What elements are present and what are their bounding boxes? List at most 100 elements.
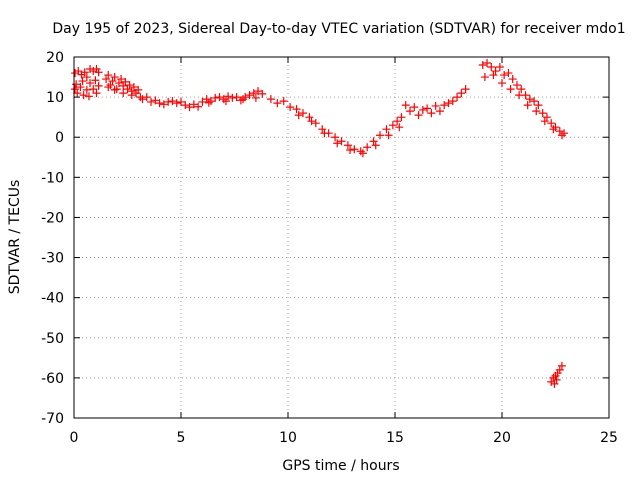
y-tick-label: -40 bbox=[41, 291, 64, 307]
data-point-marker bbox=[504, 69, 513, 78]
data-point-marker bbox=[104, 71, 113, 80]
y-tick-label: -60 bbox=[41, 371, 64, 387]
data-point-marker bbox=[76, 83, 85, 92]
data-point-marker bbox=[168, 97, 177, 106]
data-point-marker bbox=[483, 59, 492, 68]
data-point-marker bbox=[444, 99, 453, 108]
data-point-marker bbox=[94, 81, 103, 90]
data-point-marker bbox=[457, 89, 466, 98]
data-point-marker bbox=[215, 93, 224, 102]
data-point-marker bbox=[119, 81, 128, 90]
data-point-marker bbox=[164, 97, 173, 106]
y-tick-label: 10 bbox=[46, 90, 64, 106]
data-point-marker bbox=[82, 85, 91, 94]
data-point-marker bbox=[147, 97, 156, 106]
x-tick-label: 20 bbox=[493, 430, 511, 446]
data-point-marker bbox=[557, 131, 566, 140]
data-point-marker bbox=[108, 77, 117, 86]
data-point-marker bbox=[523, 101, 532, 110]
data-point-marker bbox=[286, 103, 295, 112]
data-point-marker bbox=[298, 109, 307, 118]
data-point-marker bbox=[530, 97, 539, 106]
y-tick-label: -50 bbox=[41, 331, 64, 347]
data-point-marker bbox=[91, 76, 100, 85]
data-point-marker bbox=[84, 92, 93, 101]
data-point-marker bbox=[251, 93, 260, 102]
data-point-marker bbox=[495, 63, 504, 72]
data-point-marker bbox=[542, 113, 551, 122]
data-point-marker bbox=[125, 81, 134, 90]
data-point-marker bbox=[532, 107, 541, 116]
data-point-marker bbox=[159, 100, 168, 109]
y-axis-label: SDTVAR / TECUs bbox=[7, 180, 23, 295]
data-point-marker bbox=[491, 67, 500, 76]
data-point-marker bbox=[189, 100, 198, 109]
data-point-marker bbox=[506, 85, 515, 94]
data-point-marker bbox=[369, 137, 378, 146]
data-point-marker bbox=[453, 93, 462, 102]
data-point-marker bbox=[80, 68, 89, 77]
x-tick-label: 25 bbox=[600, 430, 618, 446]
data-point-marker bbox=[555, 127, 564, 136]
data-point-marker bbox=[461, 85, 470, 94]
data-point-marker bbox=[114, 79, 123, 88]
data-point-marker bbox=[350, 145, 359, 154]
data-point-marker bbox=[549, 125, 558, 134]
data-point-marker bbox=[388, 121, 397, 130]
data-point-marker bbox=[89, 85, 98, 94]
data-point-marker bbox=[487, 63, 496, 72]
grid-layer bbox=[74, 57, 609, 418]
data-point-marker bbox=[254, 87, 263, 96]
data-point-marker bbox=[346, 146, 355, 155]
data-point-marker bbox=[155, 99, 164, 108]
data-point-marker bbox=[333, 139, 342, 148]
ticks-layer: 0 5 10 15 20 25 20 10 0 -10 -20 -30 -40 -50 -60 -70 bbox=[41, 50, 618, 446]
x-axis-label: GPS time / hours bbox=[282, 458, 399, 474]
data-point-marker bbox=[318, 125, 327, 134]
points-layer bbox=[71, 59, 569, 388]
data-point-marker bbox=[138, 95, 147, 104]
data-point-marker bbox=[498, 79, 506, 88]
data-point-marker bbox=[525, 95, 534, 104]
data-point-marker bbox=[512, 81, 521, 90]
x-tick-label: 15 bbox=[386, 430, 404, 446]
data-point-marker bbox=[307, 117, 316, 126]
data-point-marker bbox=[305, 113, 314, 122]
data-point-marker bbox=[185, 103, 194, 112]
data-point-marker bbox=[534, 101, 543, 110]
data-point-marker bbox=[102, 75, 111, 84]
data-point-marker bbox=[82, 73, 91, 82]
data-point-marker bbox=[320, 129, 329, 138]
data-point-marker bbox=[72, 80, 81, 89]
data-point-marker bbox=[440, 101, 449, 110]
data-point-marker bbox=[508, 75, 517, 84]
data-point-marker bbox=[294, 111, 303, 120]
plot-frame bbox=[73, 56, 610, 419]
data-point-marker bbox=[142, 93, 151, 102]
data-point-marker bbox=[151, 96, 160, 105]
y-tick-label: -30 bbox=[41, 251, 64, 267]
data-point-marker bbox=[405, 107, 414, 116]
x-tick-label: 0 bbox=[70, 430, 79, 446]
data-point-marker bbox=[181, 101, 190, 110]
data-point-marker bbox=[517, 85, 526, 94]
data-point-marker bbox=[204, 98, 213, 107]
data-point-marker bbox=[397, 113, 406, 122]
data-point-marker bbox=[356, 147, 365, 156]
data-point-marker bbox=[249, 89, 258, 98]
data-point-marker bbox=[376, 131, 385, 140]
data-point-marker bbox=[500, 71, 509, 80]
data-point-marker bbox=[86, 79, 95, 88]
data-point-marker bbox=[221, 97, 230, 106]
data-point-marker bbox=[431, 101, 440, 110]
data-point-marker bbox=[134, 85, 143, 94]
data-point-marker bbox=[121, 77, 130, 86]
data-point-marker bbox=[71, 85, 80, 94]
data-point-marker bbox=[410, 103, 419, 112]
data-point-marker bbox=[239, 95, 248, 104]
y-tick-label: 20 bbox=[46, 50, 64, 66]
data-point-marker bbox=[245, 91, 254, 100]
data-point-marker bbox=[435, 107, 444, 116]
data-point-marker bbox=[384, 131, 393, 140]
